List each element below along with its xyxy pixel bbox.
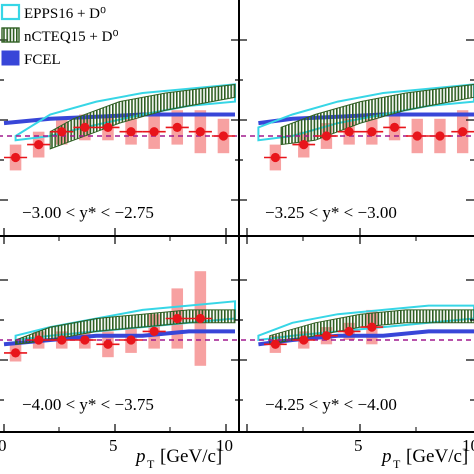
panel-bottom-left-label: −4.00 < y* < −3.75 <box>22 395 154 414</box>
axis-ticks <box>0 39 474 432</box>
data-point <box>80 122 90 132</box>
data-point <box>103 122 113 132</box>
legend-label-ncteq15: nCTEQ15 + D⁰ <box>24 29 118 45</box>
data-point <box>321 331 332 341</box>
data-point <box>195 127 205 137</box>
x-axis-title-left: p T [GeV/c] <box>134 446 222 471</box>
data-point <box>10 348 21 358</box>
panel-bottom-right-plot <box>241 304 474 353</box>
legend: EPPS16 + D⁰ nCTEQ15 + D⁰ FCEL <box>0 3 118 68</box>
legend-swatch-ncteq15 <box>1 27 20 43</box>
data-point <box>321 131 332 141</box>
data-point <box>57 335 67 345</box>
panel-top-left-label: −3.00 < y* < −2.75 <box>22 203 154 222</box>
x-tick-label-right-10: 10 <box>462 436 474 455</box>
data-point <box>270 339 280 349</box>
ncteq15-band <box>49 83 236 150</box>
x-tick-label-right-5: 5 <box>354 436 363 455</box>
data-point <box>172 122 182 132</box>
data-point <box>126 127 136 137</box>
data-point <box>299 140 309 150</box>
x-axis-title-right-sub: T <box>393 457 401 471</box>
data-point <box>80 335 90 345</box>
data-point <box>367 322 377 332</box>
data-point <box>218 131 229 141</box>
x-axis-title-left-unit: [GeV/c] <box>160 446 222 467</box>
data-point <box>344 326 354 336</box>
panel-bottom-right-label: −4.25 < y* < −4.00 <box>265 395 397 414</box>
panel-top-right-plot <box>241 83 474 171</box>
legend-label-fcel: FCEL <box>24 52 61 68</box>
data-point <box>149 127 159 137</box>
panel-bottom-left-plot <box>0 271 239 366</box>
legend-swatch-fcel <box>1 50 20 66</box>
legend-item-fcel: FCEL <box>1 50 61 68</box>
x-axis-title-right-unit: [GeV/c] <box>406 446 468 467</box>
data-point <box>57 127 67 137</box>
data-point <box>34 140 44 150</box>
x-tick-label-left-10: 10 <box>216 436 233 455</box>
x-axis-title-right: p T [GeV/c] <box>380 446 468 471</box>
legend-label-epps16: EPPS16 + D⁰ <box>24 6 106 22</box>
x-tick-label-left-5: 5 <box>109 436 118 455</box>
data-point <box>149 326 159 336</box>
data-point <box>103 339 113 349</box>
panel-top-left: −3.00 < y* < −2.75 <box>0 83 239 222</box>
data-point <box>270 152 280 163</box>
x-axis-title-right-p: p <box>380 446 392 467</box>
data-point <box>34 335 44 345</box>
data-point <box>344 127 354 137</box>
data-point <box>389 122 400 132</box>
panel-bottom-right: −4.25 < y* < −4.00 <box>241 304 474 414</box>
x-axis-title-left-p: p <box>134 446 146 467</box>
legend-item-epps16: EPPS16 + D⁰ <box>0 3 106 22</box>
panel-top-right: −3.25 < y* < −3.00 <box>241 83 474 222</box>
data-point <box>458 127 468 137</box>
panel-top-left-plot <box>0 83 239 171</box>
data-point <box>367 127 377 137</box>
data-point <box>126 335 136 345</box>
data-point <box>195 313 205 324</box>
panel-bottom-left: −4.00 < y* < −3.75 <box>0 271 239 414</box>
data-point <box>435 131 445 141</box>
x-tick-label-left-0: 0 <box>0 436 7 455</box>
data-point <box>172 313 182 324</box>
legend-swatch-epps16 <box>0 3 21 21</box>
data-point <box>299 335 309 345</box>
panel-top-right-label: −3.25 < y* < −3.00 <box>265 203 397 222</box>
legend-item-ncteq15: nCTEQ15 + D⁰ <box>1 27 118 45</box>
data-point <box>412 131 422 141</box>
data-point <box>10 152 21 163</box>
x-axis-title-left-sub: T <box>147 457 155 471</box>
